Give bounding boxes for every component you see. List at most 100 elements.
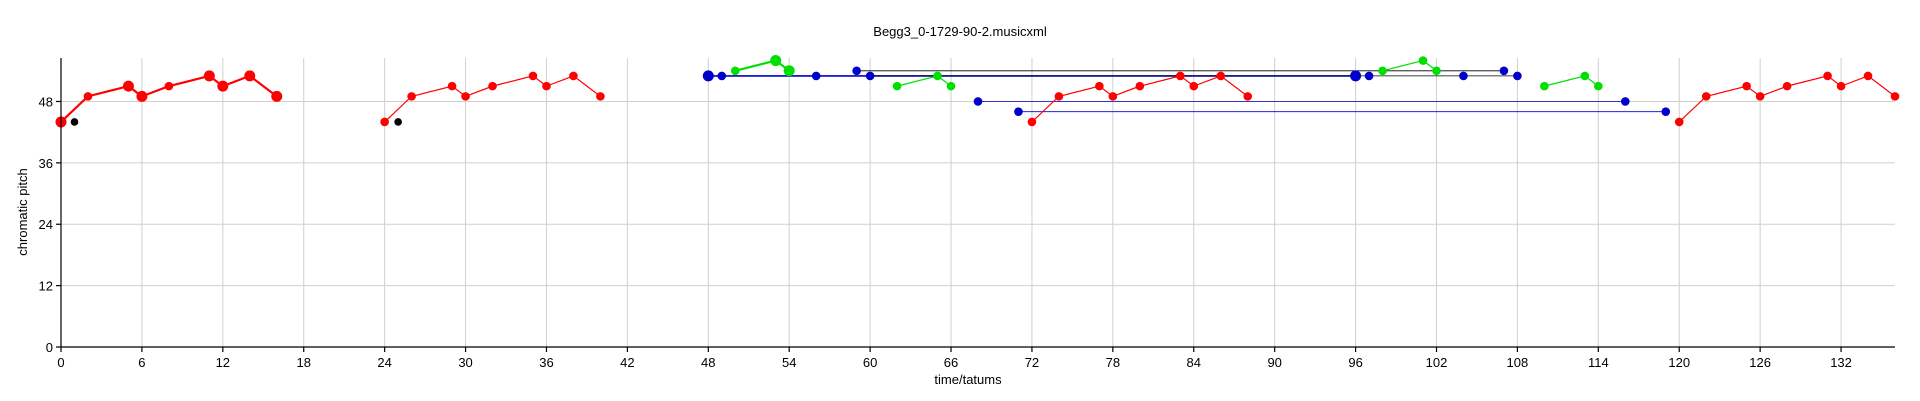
green-series-line (896, 75, 952, 87)
blue-note-point (811, 71, 821, 81)
red-note-point (203, 70, 215, 82)
y-tick-label: 12 (39, 279, 53, 294)
red-note-point (122, 80, 134, 92)
green-note-point (1580, 71, 1590, 81)
red-note-point (1054, 92, 1064, 101)
red-note-point (1890, 92, 1900, 101)
blue-note-point (1513, 71, 1522, 81)
x-tick-label: 90 (1267, 355, 1281, 370)
y-tick-label: 0 (46, 340, 53, 355)
x-tick-label: 114 (1588, 355, 1609, 370)
grid (61, 58, 1895, 347)
blue-note-point (1459, 71, 1468, 81)
red-note-point (1674, 117, 1684, 127)
y-tick-label: 48 (39, 94, 53, 109)
y-tick-label: 24 (39, 217, 53, 232)
links (708, 70, 1666, 113)
blue-note-point (717, 71, 727, 81)
blue-note-point (1499, 66, 1509, 76)
green-series-line (1382, 59, 1437, 72)
green-note-point (946, 81, 956, 91)
red-note-point (528, 71, 538, 81)
x-tick-label: 60 (863, 355, 877, 370)
red-note-point (217, 80, 229, 92)
red-note-point (136, 90, 148, 102)
blue-note-point (702, 70, 714, 82)
red-note-point (1823, 71, 1832, 81)
x-axis-label: time/tatums (934, 372, 1002, 387)
red-note-point (1175, 71, 1185, 81)
red-note-point (244, 70, 256, 82)
red-note-point (1782, 81, 1792, 91)
axes: 0 6 12 18 24 30 36 42 48 54 60 66 72 78 84 90 96 102 108 11… (39, 58, 1895, 370)
red-note-point (1863, 71, 1873, 81)
x-tick-label: 66 (944, 355, 958, 370)
x-tick-label: 42 (620, 355, 634, 370)
y-tick-label: 36 (39, 156, 53, 171)
red-note-point (1701, 92, 1711, 101)
x-tick-label: 18 (297, 355, 311, 370)
x-tick-label: 0 (57, 355, 64, 370)
blue-note-point (973, 97, 983, 106)
green-note-point (933, 71, 942, 81)
x-tick-label: 48 (701, 355, 715, 370)
green-note-point (783, 65, 795, 77)
x-tick-label: 72 (1025, 355, 1039, 370)
x-tick-label: 54 (782, 355, 796, 370)
red-note-point (1742, 81, 1751, 91)
x-tick-label: 126 (1749, 355, 1771, 370)
blue-note-point (1014, 107, 1023, 117)
blue-note-point (1350, 70, 1362, 82)
red-note-point (1216, 71, 1226, 81)
x-tick-label: 102 (1426, 355, 1448, 370)
red-note-point (1836, 81, 1846, 91)
green-note-point (770, 55, 782, 67)
blue-note-point (865, 71, 875, 81)
x-tick-label: 6 (138, 355, 145, 370)
red-note-point (380, 117, 389, 127)
x-tick-label: 36 (539, 355, 553, 370)
chart-title: Begg3_0-1729-90-2.musicxml (873, 24, 1047, 39)
red-note-point (596, 92, 605, 101)
red-note-point (83, 92, 93, 101)
red-note-point (488, 81, 497, 91)
green-series-line (734, 59, 790, 72)
blue-note-point (1364, 71, 1374, 81)
red-note-point (1135, 81, 1145, 91)
series-lines (60, 59, 1896, 123)
blue-note-point (852, 66, 861, 76)
x-tick-label: 24 (377, 355, 391, 370)
x-tick-label: 120 (1668, 355, 1690, 370)
green-note-point (1378, 66, 1387, 76)
x-tick-label: 84 (1187, 355, 1201, 370)
x-tick-label: 132 (1830, 355, 1852, 370)
x-tick-label: 12 (216, 355, 230, 370)
green-note-point (1432, 66, 1441, 76)
red-note-point (1095, 81, 1104, 91)
red-note-point (164, 81, 174, 91)
green-note-point (892, 81, 902, 91)
red-note-point (1027, 117, 1037, 127)
red-note-point (447, 81, 457, 91)
green-note-point (1418, 56, 1428, 65)
x-tick-label: 30 (458, 355, 472, 370)
y-axis-label: chromatic pitch (15, 168, 30, 255)
x-tick-label: 108 (1507, 355, 1529, 370)
red-note-point (1755, 92, 1765, 101)
red-note-point (1108, 92, 1118, 101)
blue-note-point (1661, 107, 1671, 117)
data-points (55, 55, 1900, 128)
x-tick-label: 96 (1348, 355, 1362, 370)
red-note-point (271, 90, 283, 102)
black-note-point (394, 118, 402, 126)
green-note-point (1594, 81, 1603, 91)
red-note-point (569, 71, 578, 81)
red-note-point (542, 81, 551, 91)
green-note-point (1540, 81, 1549, 91)
red-note-point (407, 92, 416, 101)
green-series-line (1544, 75, 1599, 87)
blue-note-point (1620, 97, 1630, 106)
red-note-point (1189, 81, 1199, 91)
red-note-point (461, 92, 470, 101)
